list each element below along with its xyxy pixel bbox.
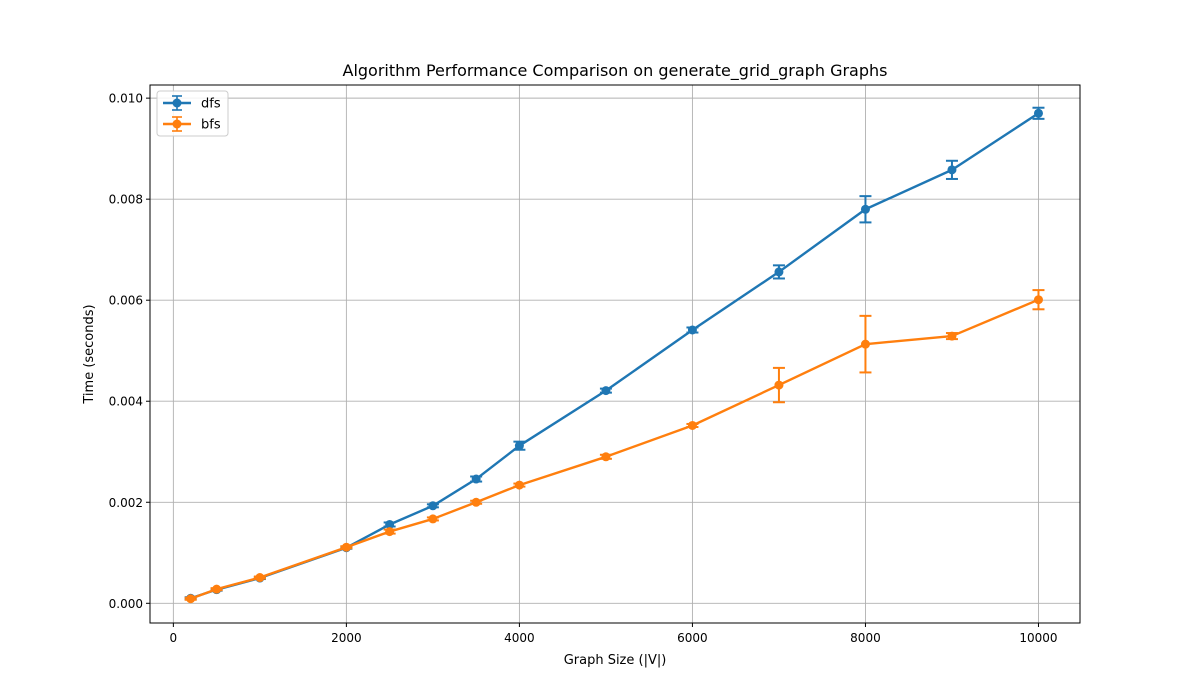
data-point [601,452,611,462]
x-tick-label: 0 [170,631,178,645]
data-point [947,165,957,175]
x-tick-label: 2000 [331,631,362,645]
data-point [186,594,196,604]
legend-label: bfs [201,118,221,133]
grid [150,85,1080,623]
x-tick-label: 6000 [677,631,708,645]
data-point [471,474,481,484]
chart-title: Algorithm Performance Comparison on gene… [343,61,888,81]
data-point [687,325,697,335]
y-tick-label: 0.010 [109,92,143,106]
ticks: 0 2000 4000 6000 8000 10000 0.000 0.002 0.004 0.0… [109,92,1058,645]
data-point [471,497,481,507]
series-line-bfs [190,298,1039,600]
data-point [514,441,524,451]
series-bfs [184,289,1045,604]
data-point [774,380,784,390]
data-point [1033,295,1043,305]
data-point [860,339,870,349]
data-point [1033,108,1043,118]
legend-item-dfs: dfs [163,95,221,112]
data-point [687,420,697,430]
y-tick-label: 0.004 [109,395,143,409]
data-point [774,267,784,277]
legend-marker [172,98,182,108]
axes-frame [149,84,1081,624]
data-layer [184,106,1045,604]
legend-item-bfs: bfs [163,116,221,133]
x-axis-label: Graph Size (|V|) [564,653,667,668]
x-tick-label: 4000 [504,631,535,645]
x-tick-label: 10000 [1019,631,1057,645]
data-point [514,480,524,490]
y-tick-label: 0.006 [109,294,143,308]
data-point [947,331,957,341]
data-point [601,386,611,396]
data-point [255,573,265,583]
data-point [428,514,438,524]
data-point [341,542,351,552]
x-tick-label: 8000 [850,631,881,645]
legend: dfs bfs [156,90,229,137]
y-tick-label: 0.002 [109,496,143,510]
data-point [212,584,222,594]
y-tick-label: 0.008 [109,193,143,207]
legend-label: dfs [201,97,221,112]
y-tick-label: 0.000 [109,597,143,611]
data-point [428,501,438,511]
y-axis-label: Time (seconds) [82,304,97,404]
data-point [860,204,870,214]
legend-marker [172,119,182,129]
data-point [385,519,395,529]
data-point [385,527,395,537]
